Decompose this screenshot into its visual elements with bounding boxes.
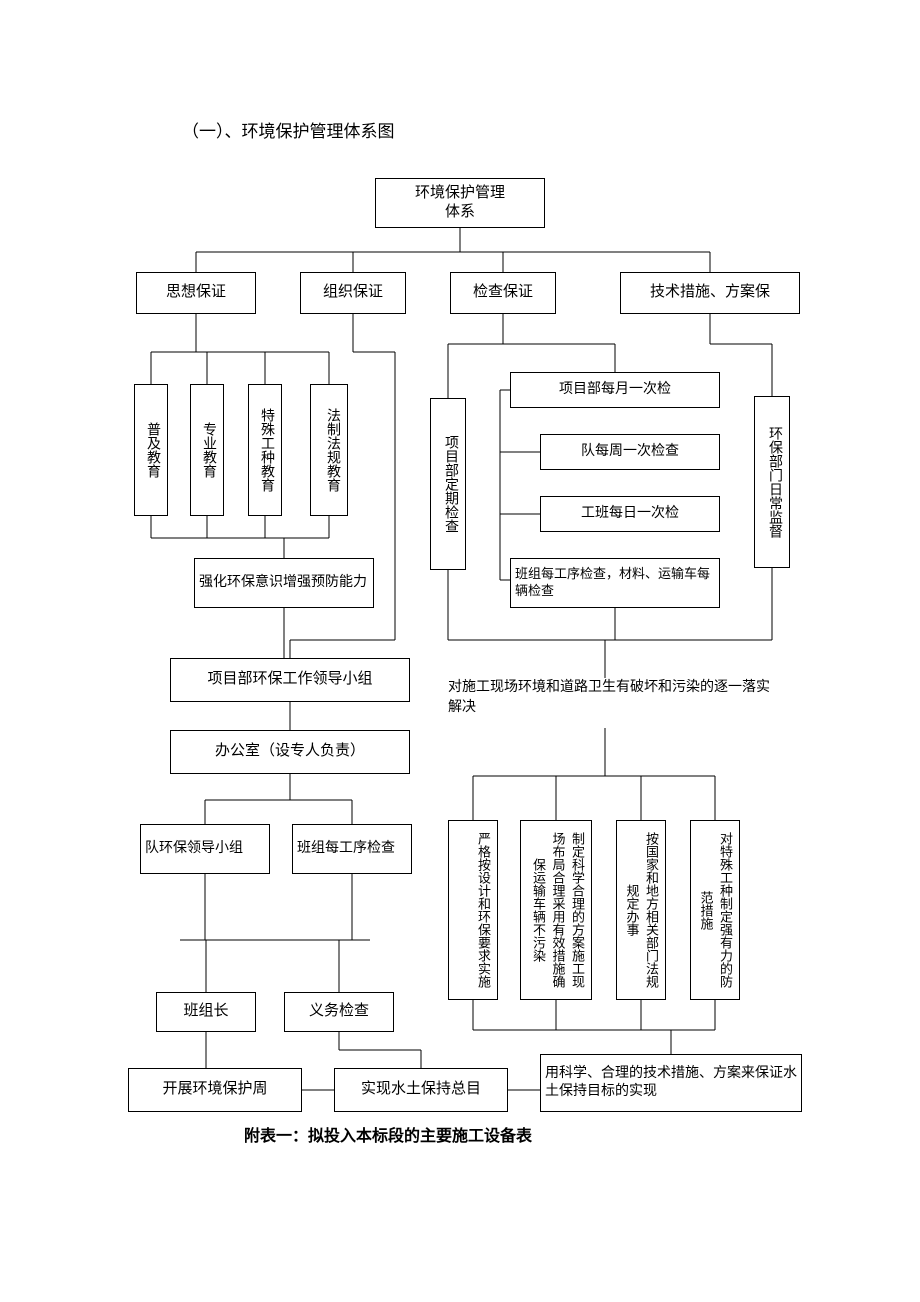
- node-org-guarantee: 组织保证: [300, 272, 406, 314]
- node-tech-guarantee: 技术措施、方案保: [620, 272, 800, 314]
- node-team-lead-group: 队环保领导小组: [140, 824, 270, 874]
- node-measure-scheme: 制定科学合理的方案施工现场布局合理采用有效措施确保运输车辆不污染: [520, 820, 592, 1000]
- footer-title: 附表一：拟投入本标段的主要施工设备表: [244, 1126, 532, 1148]
- node-process-inspect: 班组每工序检查，材料、运输车每辆检查: [510, 558, 720, 608]
- node-volunteer-inspect: 义务检查: [284, 992, 394, 1032]
- node-project-periodic-inspect: 项目部定期检查: [430, 398, 466, 570]
- node-root: 环境保护管理体系: [375, 178, 545, 228]
- node-strengthen-awareness: 强化环保意识增强预防能力: [194, 558, 374, 608]
- node-edu-law: 法制法规教育: [310, 384, 348, 516]
- node-measure-strict-design: 严格按设计和环保要求实施: [448, 820, 498, 1000]
- node-inspect-guarantee: 检查保证: [450, 272, 556, 314]
- node-scientific-measures: 用科学、合理的技术措施、方案来保证水土保持目标的实现: [540, 1054, 802, 1112]
- node-edu-special: 特殊工种教育: [248, 384, 282, 516]
- node-daily-inspect: 工班每日一次检: [540, 496, 720, 532]
- node-env-week: 开展环境保护周: [128, 1068, 302, 1112]
- node-office: 办公室（设专人负责）: [170, 730, 410, 774]
- node-measure-special-protect: 对特殊工种制定强有力的防范措施: [690, 820, 740, 1000]
- node-edu-pro: 专业教育: [190, 384, 224, 516]
- node-team-process-inspect: 班组每工序检查: [292, 824, 412, 874]
- node-lead-group: 项目部环保工作领导小组: [170, 658, 410, 702]
- node-thought-guarantee: 思想保证: [136, 272, 256, 314]
- node-group-leader: 班组长: [156, 992, 256, 1032]
- node-solve-onsite: 对施工现场环境和道路卫生有破坏和污染的逐一落实解决: [448, 678, 770, 717]
- node-soil-water-goal: 实现水土保持总目: [334, 1068, 508, 1112]
- node-measure-regulation: 按国家和地方相关部门法规规定办事: [616, 820, 666, 1000]
- node-env-dept-supervise: 环保部门日常监督: [754, 396, 790, 568]
- diagram-title: （一）、环境保护管理体系图: [182, 120, 395, 144]
- node-edu-general: 普及教育: [134, 384, 168, 516]
- node-monthly-inspect: 项目部每月一次检: [510, 372, 720, 408]
- node-weekly-inspect: 队每周一次检查: [540, 434, 720, 470]
